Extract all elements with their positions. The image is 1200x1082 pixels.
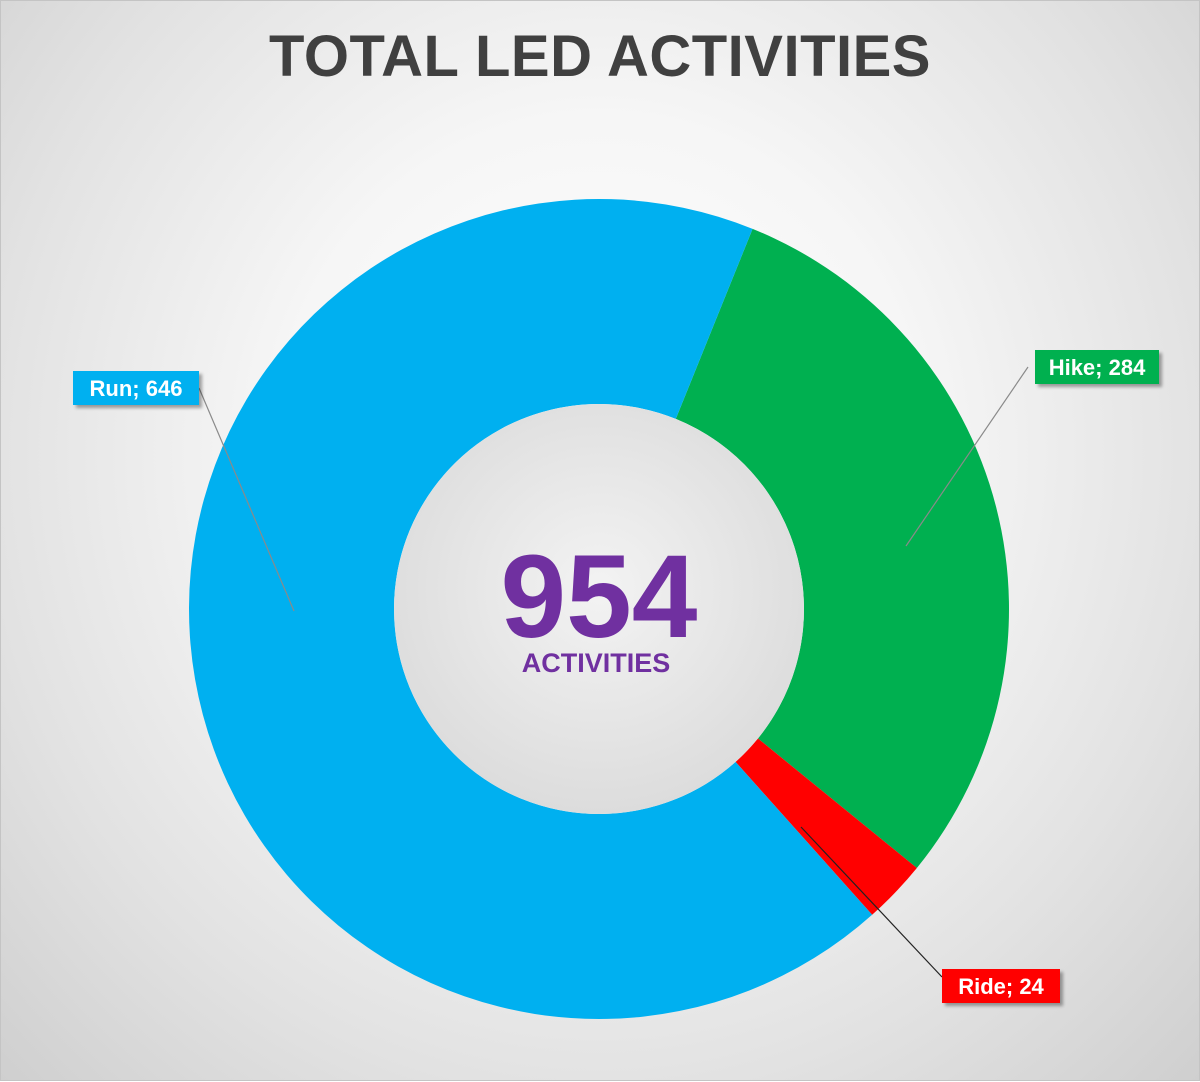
slice-ride [735, 738, 917, 915]
leader-line-ride [800, 826, 943, 978]
data-label-ride: Ride; 24 [942, 969, 1060, 1003]
data-label-box [1035, 350, 1159, 384]
leader-line-run [198, 387, 295, 612]
leader-line-hike [905, 366, 1029, 547]
data-label-text: Run; 646 [90, 376, 183, 401]
data-label-box [73, 371, 199, 405]
slice-hike [675, 228, 1010, 868]
center-total-label: ACTIVITIES [522, 648, 671, 678]
donut-hole [394, 404, 804, 814]
slice-run [189, 199, 873, 1020]
data-label-text: Ride; 24 [958, 974, 1044, 999]
center-total-value: 954 [501, 531, 698, 663]
data-label-box [942, 969, 1060, 1003]
data-label-run: Run; 646 [73, 371, 199, 405]
data-label-hike: Hike; 284 [1035, 350, 1159, 384]
chart-title: TOTAL LED ACTIVITIES [269, 24, 931, 89]
data-label-text: Hike; 284 [1049, 355, 1146, 380]
